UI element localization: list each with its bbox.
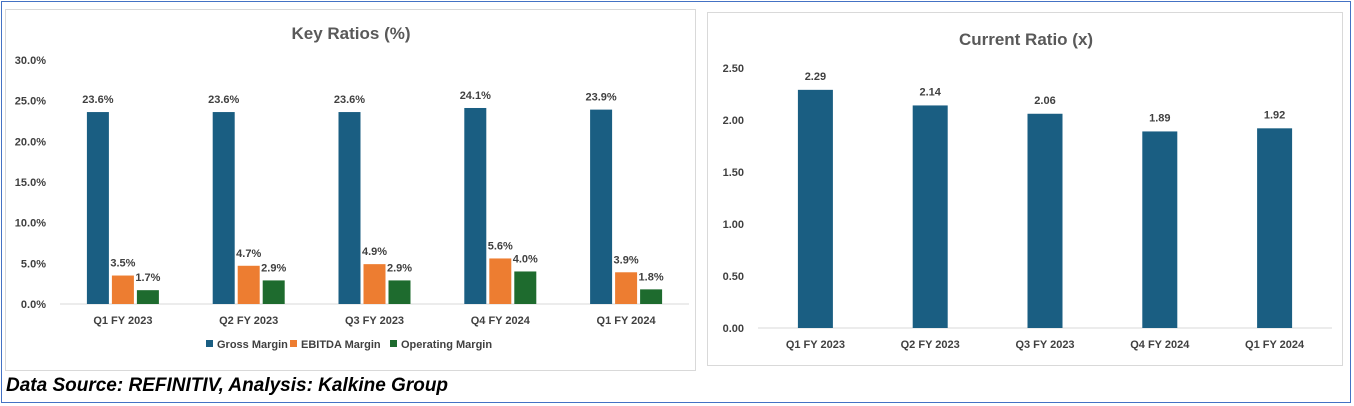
bar-ebitda-margin [615,272,638,304]
bar-ebitda-margin [111,275,134,304]
key-ratios-title: Key Ratios (%) [291,24,410,43]
data-label: 2.9% [261,262,286,274]
y-tick-label: 15.0% [15,177,46,189]
bar-gross-margin [464,107,487,304]
current-ratio-chart: Current Ratio (x) 0.00 0.50 1.00 1.50 2.00 2.… [723,30,1332,351]
bar-current-ratio [1257,128,1293,328]
data-label: 23.9% [585,92,616,104]
legend-swatch [290,340,297,347]
y-tick-label: 10.0% [15,218,46,230]
data-label: 2.14 [919,86,941,98]
data-label: 4.9% [362,246,387,258]
y-tick-label: 1.00 [723,219,744,231]
legend-label: Operating Margin [401,339,492,351]
bar-gross-margin [590,109,613,304]
y-tick-label: 2.50 [723,63,744,75]
data-label: 1.8% [639,271,664,283]
data-label: 2.9% [387,262,412,274]
legend-label: EBITDA Margin [301,339,381,351]
y-tick-label: 2.00 [723,115,744,127]
x-category-label: Q1 FY 2024 [1245,339,1305,351]
y-tick-label: 0.0% [21,299,46,311]
data-label: 1.89 [1149,112,1170,124]
x-category-label: Q2 FY 2023 [219,315,278,327]
y-tick-label: 0.00 [723,323,744,335]
data-label: 2.29 [805,71,826,83]
y-tick-label: 30.0% [15,55,46,67]
data-label: 5.6% [488,240,513,252]
key-ratios-chart: Key Ratios (%) 0.0% 5.0% 10.0% 15.0% 20.0% 25… [15,24,689,351]
data-label: 1.7% [135,272,160,284]
bar-ebitda-margin [489,258,512,304]
y-tick-label: 5.0% [21,258,46,270]
y-tick-label: 20.0% [15,136,46,148]
legend-swatch [206,340,213,347]
bar-ebitda-margin [237,265,260,304]
bar-gross-margin [86,112,109,304]
x-category-label: Q4 FY 2024 [1130,339,1190,351]
bar-operating-margin [388,280,411,304]
data-label: 3.5% [110,258,135,270]
bar-operating-margin [262,280,285,304]
legend-label: Gross Margin [217,339,288,351]
x-category-label: Q4 FY 2024 [471,315,531,327]
data-label: 4.0% [513,253,538,265]
bar-operating-margin [514,271,537,304]
y-tick-label: 1.50 [723,167,744,179]
bar-ebitda-margin [363,264,386,304]
data-label: 3.9% [614,254,639,266]
data-label: 1.92 [1264,109,1285,121]
legend-swatch [390,340,397,347]
bar-gross-margin [212,112,235,304]
key-ratios-chart-panel: Key Ratios (%) 0.0% 5.0% 10.0% 15.0% 20.0% 25… [5,9,696,371]
current-ratio-title: Current Ratio (x) [959,30,1093,49]
data-source-note: Data Source: REFINITIV, Analysis: Kalkin… [6,375,449,396]
data-label: 23.6% [208,94,239,106]
bar-gross-margin [338,112,361,304]
x-category-label: Q1 FY 2023 [786,339,845,351]
bar-current-ratio [912,105,948,328]
bar-current-ratio [797,89,833,328]
x-category-label: Q2 FY 2023 [901,339,960,351]
y-tick-label: 0.50 [723,271,744,283]
x-category-label: Q3 FY 2023 [1015,339,1074,351]
current-ratio-chart-panel: Current Ratio (x) 0.00 0.50 1.00 1.50 2.00 2.… [707,12,1343,366]
bar-current-ratio [1027,113,1063,328]
bar-operating-margin [136,290,159,304]
data-label: 2.06 [1034,95,1055,107]
x-category-label: Q1 FY 2024 [597,315,657,327]
data-label: 4.7% [236,248,261,260]
data-label: 23.6% [334,94,365,106]
x-category-label: Q1 FY 2023 [93,315,152,327]
x-category-label: Q3 FY 2023 [345,315,404,327]
data-label: 23.6% [82,94,113,106]
data-label: 24.1% [460,90,491,102]
bar-current-ratio [1142,131,1178,328]
bar-operating-margin [640,289,663,304]
y-tick-label: 25.0% [15,96,46,108]
